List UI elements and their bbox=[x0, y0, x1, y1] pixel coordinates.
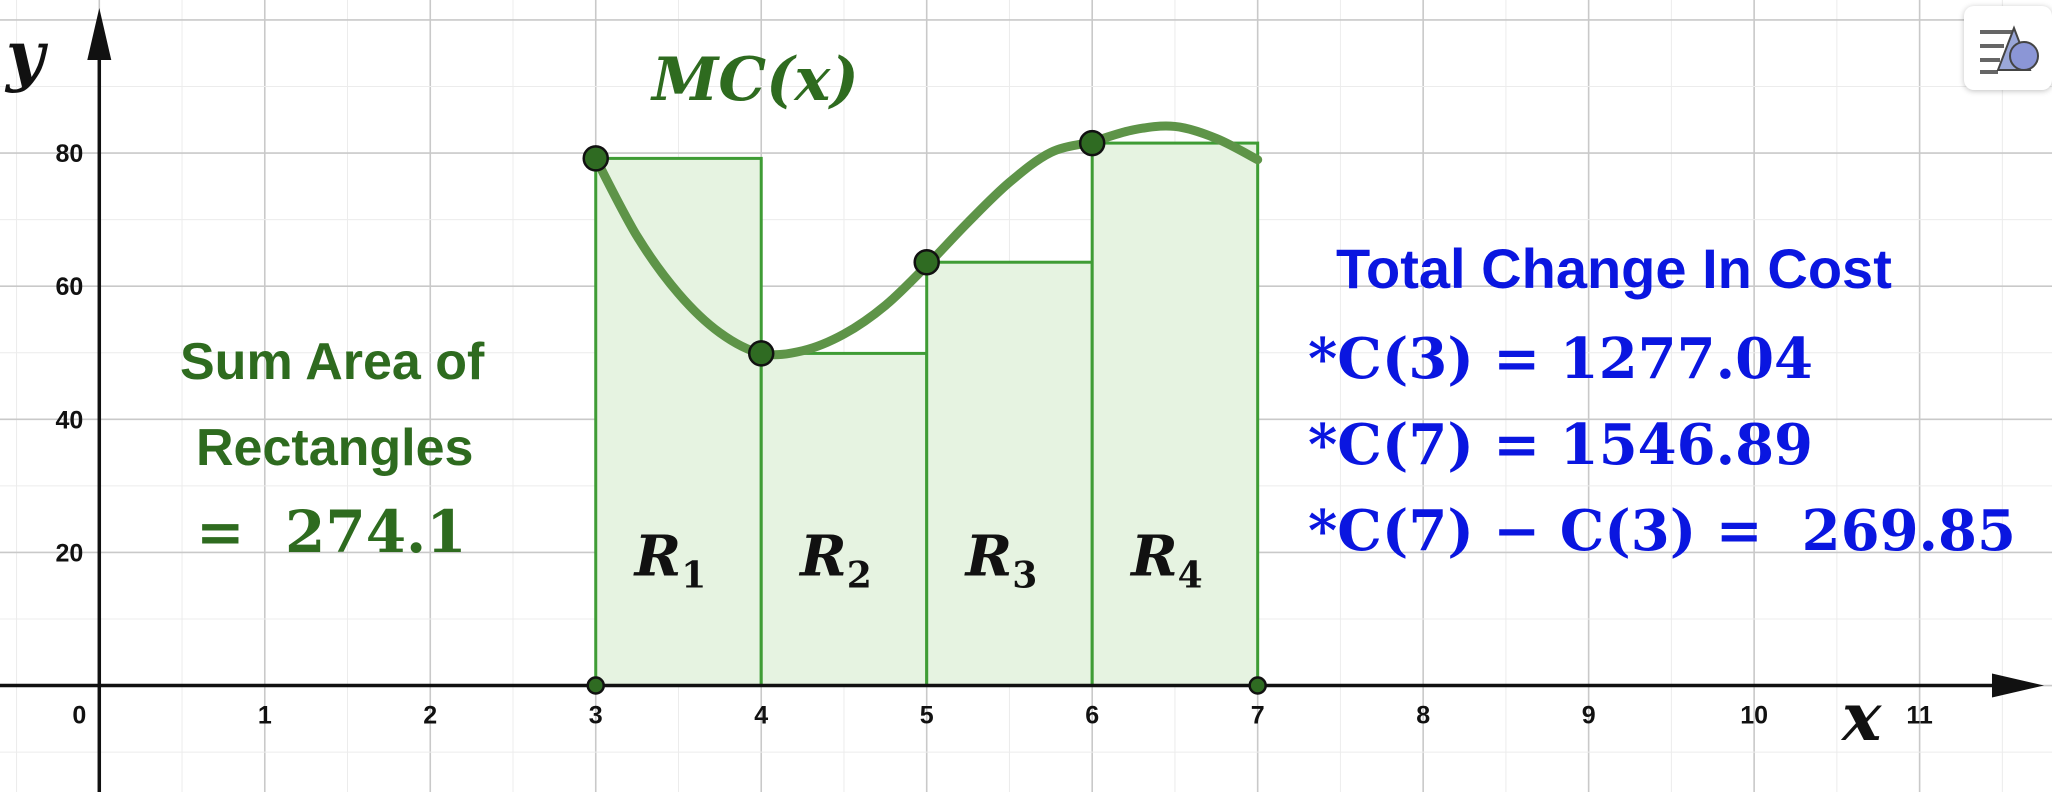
y-tick-label: 20 bbox=[55, 539, 83, 567]
y-axis-label: y bbox=[4, 16, 49, 94]
y-tick-label: 40 bbox=[55, 406, 83, 434]
cost-c3: *C(3) = 1277.04 bbox=[1308, 326, 1814, 392]
curve-point bbox=[747, 340, 775, 367]
rectangle-2 bbox=[759, 351, 929, 688]
sum-area-line2: Rectangles bbox=[196, 419, 474, 477]
total-change-title: Total Change In Cost bbox=[1336, 237, 1892, 300]
rect-label-1: R1 bbox=[633, 524, 707, 597]
y-tick-label: 80 bbox=[55, 140, 83, 168]
tick-labels: 0 1 2 3 4 5 6 7 8 9 10 11 20 40 60 80 bbox=[55, 140, 1932, 729]
x-tick-label: 4 bbox=[754, 702, 768, 730]
rectangle-1 bbox=[594, 156, 763, 688]
cost-c7: *C(7) = 1546.89 bbox=[1308, 412, 1814, 478]
points-layer bbox=[582, 129, 1267, 695]
cost-difference: *C(7) − C(3) = 269.85 bbox=[1308, 498, 2016, 564]
x-tick-label: 6 bbox=[1085, 702, 1099, 730]
x-axis-arrow bbox=[1992, 673, 2044, 698]
curve-point bbox=[913, 248, 940, 276]
curve-label: MC(x) bbox=[650, 45, 859, 115]
x-tick-label: 11 bbox=[1906, 702, 1933, 730]
axes bbox=[0, 8, 2044, 792]
curve-point bbox=[586, 676, 605, 695]
curve-point bbox=[1248, 676, 1267, 695]
rect-label-4: R4 bbox=[1129, 524, 1203, 597]
x-tick-label: 7 bbox=[1251, 702, 1265, 730]
x-tick-label: 10 bbox=[1740, 702, 1768, 730]
x-tick-label: 9 bbox=[1582, 702, 1596, 730]
x-tick-label: 1 bbox=[258, 702, 272, 730]
rectangles bbox=[594, 141, 1260, 688]
graphics-settings-icon bbox=[1980, 25, 2039, 74]
sum-area-line1: Sum Area of bbox=[180, 333, 485, 391]
y-axis-arrow bbox=[87, 8, 112, 60]
x-tick-label: 2 bbox=[423, 702, 437, 730]
curve-point bbox=[1078, 129, 1106, 157]
y-tick-label: 60 bbox=[55, 273, 83, 301]
rectangle-4 bbox=[1090, 141, 1260, 688]
graphics-settings-button[interactable] bbox=[1964, 6, 2052, 90]
rect-labels: R1 R2 R3 R4 bbox=[633, 524, 1203, 597]
x-axis-label: x bbox=[1840, 678, 1882, 756]
x-tick-label: 8 bbox=[1416, 702, 1430, 730]
x-tick-label: 0 bbox=[72, 702, 86, 730]
sum-area-value: = 274.1 bbox=[196, 498, 467, 566]
x-tick-label: 3 bbox=[589, 702, 603, 730]
curve-point bbox=[582, 145, 609, 172]
rect-label-2: R2 bbox=[798, 524, 872, 597]
x-tick-label: 5 bbox=[920, 702, 934, 730]
rect-label-3: R3 bbox=[964, 524, 1038, 597]
rectangle-3 bbox=[925, 260, 1094, 688]
